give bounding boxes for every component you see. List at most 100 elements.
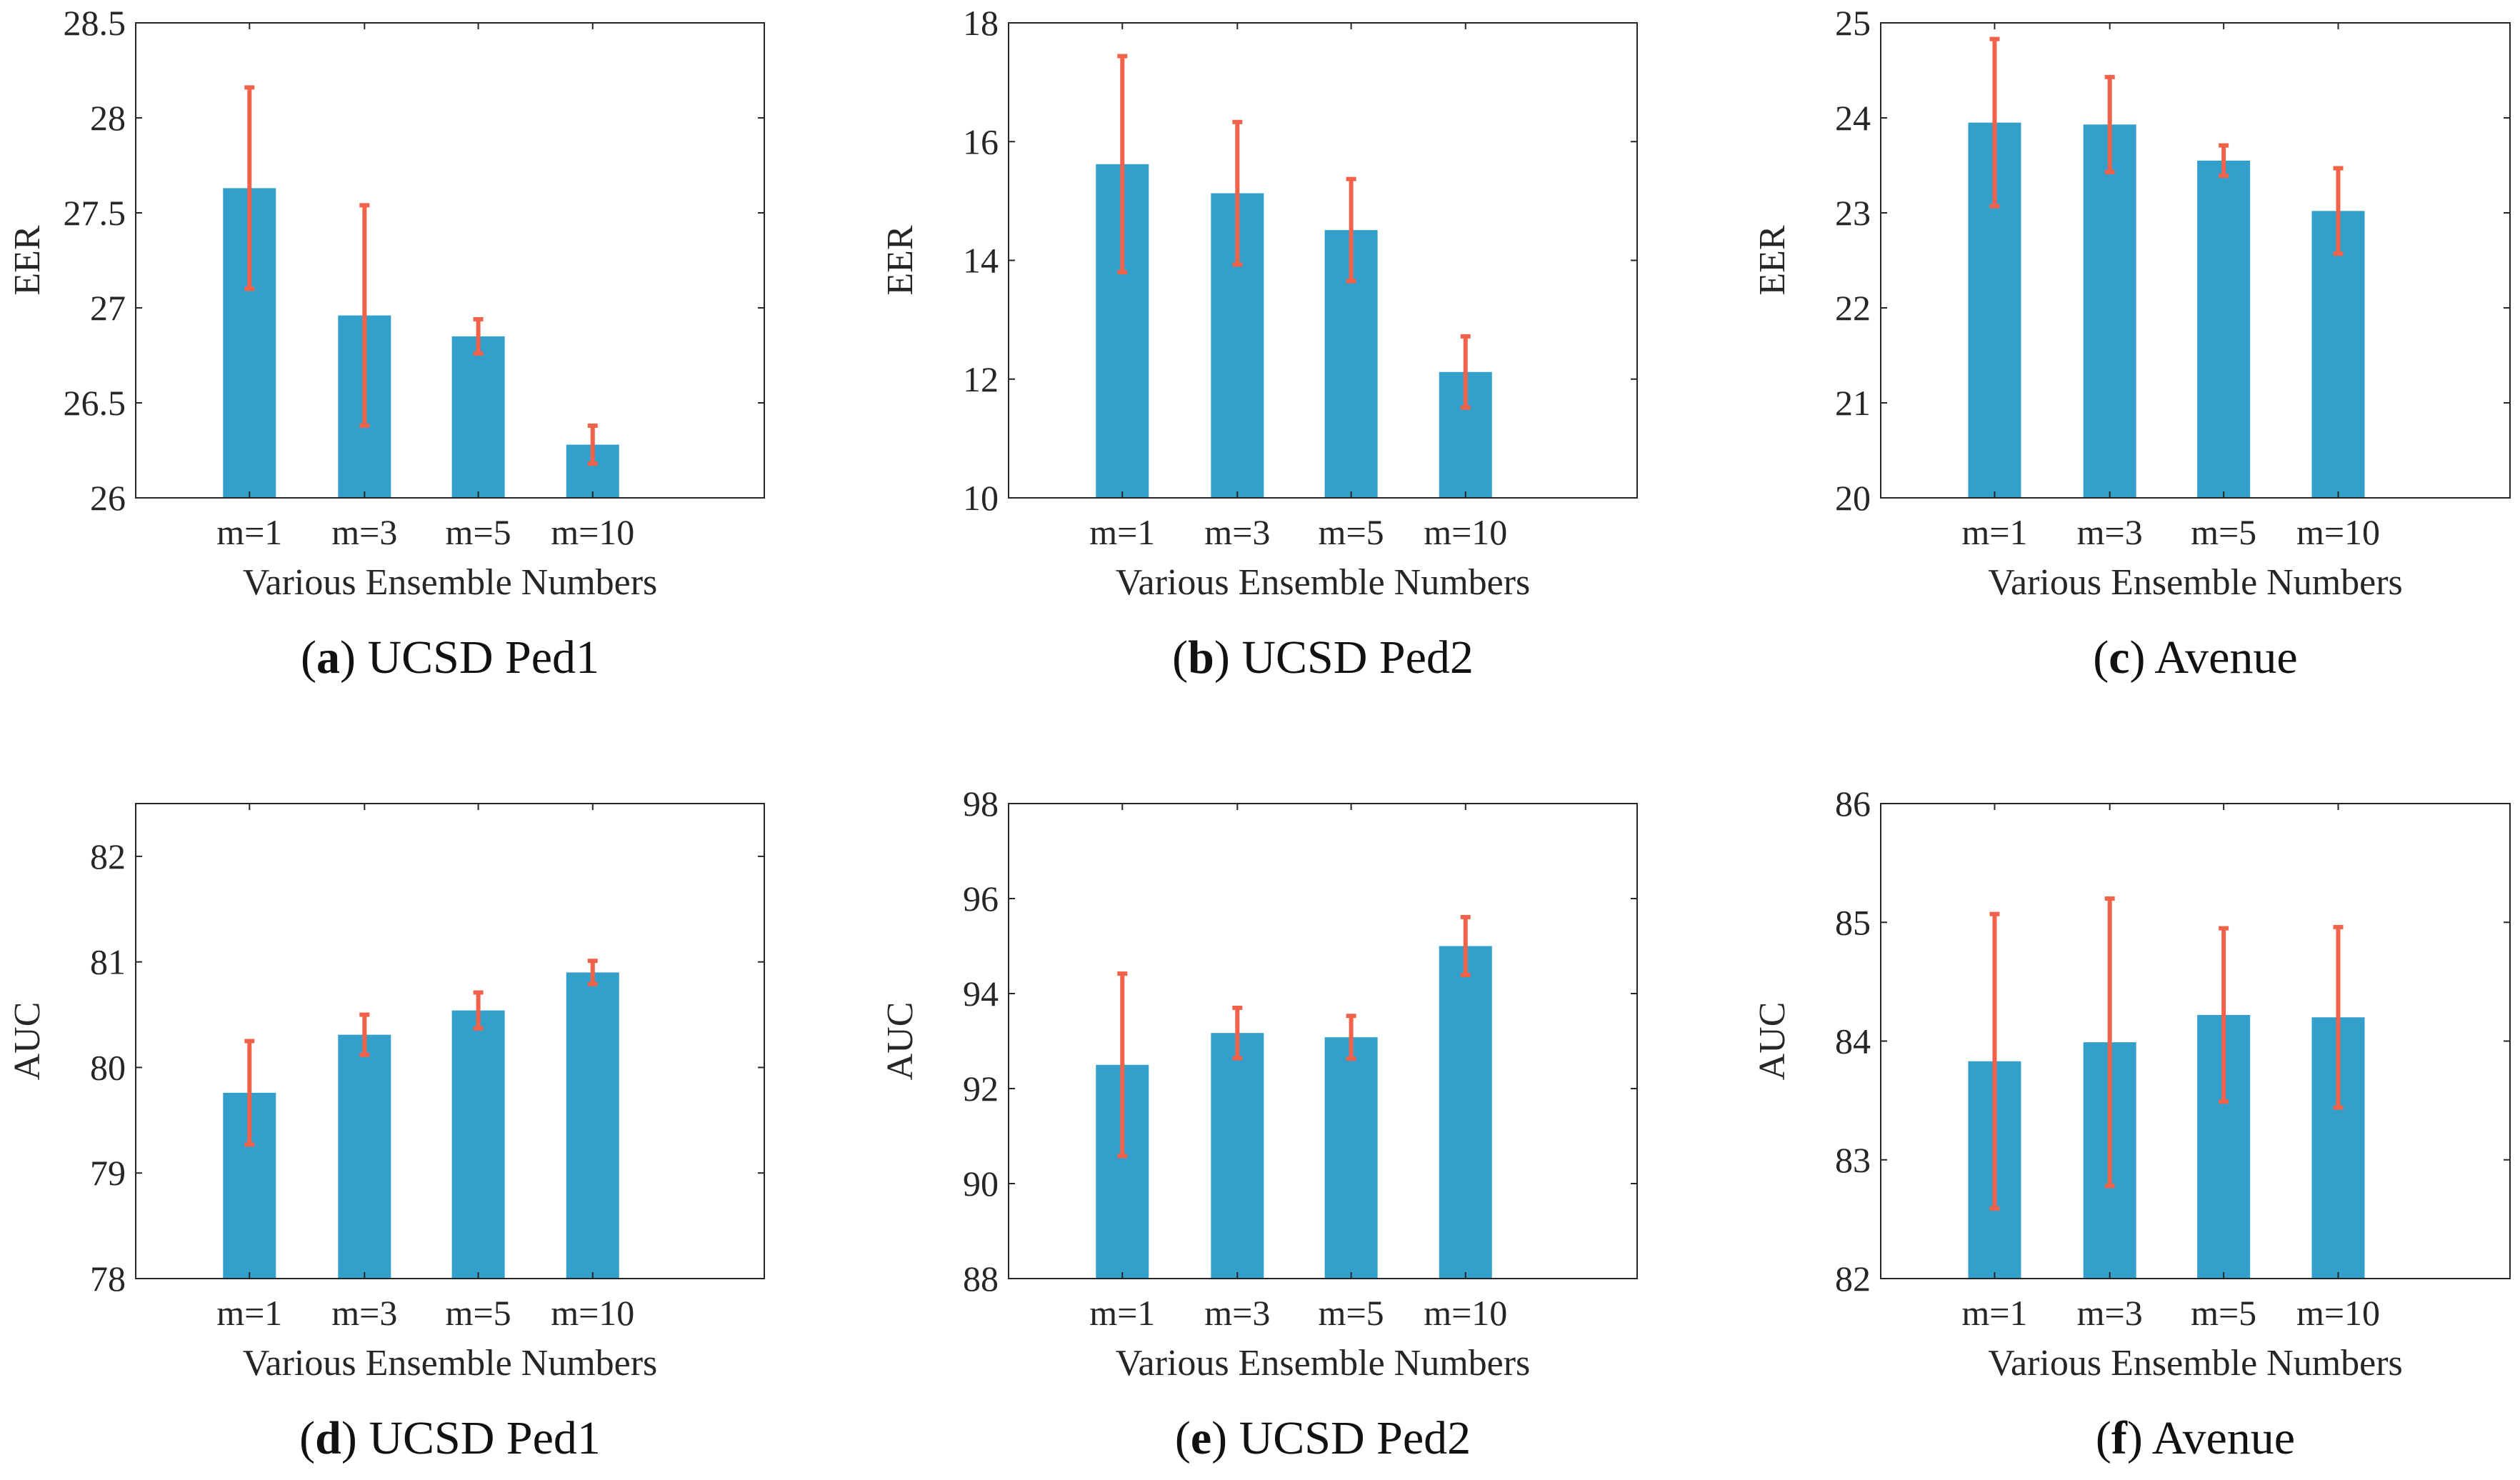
x-tick-label: m=1: [216, 512, 282, 552]
x-axis-label: Various Ensemble Numbers: [1116, 1343, 1531, 1384]
x-axis-label: Various Ensemble Numbers: [1988, 562, 2403, 603]
y-tick-label: 10: [963, 478, 999, 518]
y-tick-label: 20: [1835, 478, 1871, 518]
caption-title: Avenue: [2152, 1412, 2295, 1464]
bar-m=5: [1324, 1037, 1378, 1279]
panel-c: 20 21 22 23 24 25 m=1 m=3 m=5 m=10 Various Ensembl…: [1752, 3, 2511, 684]
x-tick-label: m=1: [1961, 512, 2027, 552]
caption-paren-close: ): [1214, 631, 1241, 684]
y-tick-label: 14: [963, 241, 999, 281]
y-tick-label: 21: [1835, 383, 1871, 423]
y-tick-label: 90: [963, 1164, 999, 1204]
y-tick-label: 96: [963, 879, 999, 919]
caption-letter: f: [2111, 1412, 2128, 1464]
y-tick-label: 83: [1835, 1140, 1871, 1180]
x-tick-label: m=5: [446, 1293, 511, 1333]
y-tick-label: 81: [90, 942, 126, 982]
y-tick-label: 78: [90, 1259, 126, 1299]
caption-paren-open: (: [299, 1412, 315, 1464]
x-tick-label: m=5: [2191, 512, 2256, 552]
x-tick-label: m=1: [216, 1293, 282, 1333]
y-tick-label: 27.5: [64, 193, 126, 233]
caption-paren-open: (: [1172, 631, 1188, 684]
x-tick-label: m=3: [1204, 1293, 1270, 1333]
caption-letter: a: [316, 631, 340, 684]
y-tick-label: 80: [90, 1047, 126, 1087]
x-tick-label: m=3: [1204, 512, 1270, 552]
x-tick-label: m=3: [331, 1293, 397, 1333]
x-tick-label: m=10: [2296, 1293, 2380, 1333]
y-tick-label: 26: [90, 478, 126, 518]
bar-m=5: [451, 336, 505, 498]
y-tick-label: 18: [963, 3, 999, 43]
y-tick-label: 98: [963, 784, 999, 824]
panel-b: 10 12 14 16 18 m=1 m=3 m=5 m=10 Various Ensemble …: [880, 3, 1638, 684]
caption-title: UCSD Ped2: [1241, 631, 1474, 684]
y-axis-label: EER: [1752, 225, 1793, 296]
panel-f: 82 83 84 85 86 m=1 m=3 m=5 m=10 Various Ensemble …: [1752, 784, 2511, 1464]
panel-e: 88 90 92 94 96 98 m=1 m=3 m=5 m=10 Various Ensembl…: [880, 784, 1638, 1464]
bar-m=5: [451, 1010, 505, 1279]
x-tick-label: m=5: [446, 512, 511, 552]
y-tick-label: 86: [1835, 784, 1871, 824]
y-axis-label: AUC: [880, 1002, 921, 1081]
y-tick-label: 85: [1835, 902, 1871, 942]
y-tick-label: 26.5: [64, 383, 126, 423]
y-tick-label: 79: [90, 1153, 126, 1193]
caption-paren-close: ): [340, 631, 367, 684]
plot-frame: [135, 803, 765, 1279]
y-tick-label: 27: [90, 288, 126, 328]
x-tick-label: m=3: [2077, 512, 2143, 552]
y-tick-label: 24: [1835, 98, 1871, 138]
x-tick-label: m=5: [1319, 1293, 1384, 1333]
x-tick-label: m=10: [1424, 1293, 1507, 1333]
y-tick-label: 28: [90, 98, 126, 138]
plot-frame: [1008, 803, 1638, 1279]
y-tick-label: 16: [963, 121, 999, 161]
caption-letter: d: [315, 1412, 341, 1464]
caption-title: UCSD Ped1: [367, 631, 599, 684]
caption-paren-open: (: [301, 631, 316, 684]
x-tick-label: m=10: [551, 1293, 634, 1333]
caption-paren-open: (: [1175, 1412, 1191, 1464]
caption-title: UCSD Ped2: [1239, 1412, 1471, 1464]
bar-m=10: [1439, 946, 1492, 1279]
bar-m=10: [2311, 211, 2365, 498]
y-tick-label: 23: [1835, 193, 1871, 233]
y-tick-label: 82: [1835, 1259, 1871, 1299]
y-tick-label: 25: [1835, 3, 1871, 43]
y-axis-label: AUC: [1752, 1002, 1793, 1081]
caption-title: Avenue: [2154, 631, 2297, 684]
bar-m=10: [566, 972, 619, 1279]
caption-letter: c: [2109, 631, 2129, 684]
x-tick-label: m=10: [2296, 512, 2380, 552]
panel-caption: (c) Avenue: [2093, 631, 2297, 684]
bar-m=5: [2197, 160, 2251, 498]
x-tick-label: m=10: [551, 512, 634, 552]
panel-caption: (a) UCSD Ped1: [301, 631, 599, 684]
x-tick-label: m=3: [331, 512, 397, 552]
x-axis-label: Various Ensemble Numbers: [243, 562, 658, 603]
y-tick-label: 12: [963, 359, 999, 399]
panel-d: 78 79 80 81 82 m=1 m=3 m=5 m=10 Various Ensemble …: [7, 803, 765, 1464]
x-tick-label: m=1: [1089, 1293, 1155, 1333]
y-tick-label: 28.5: [64, 3, 126, 43]
bar-m=3: [2083, 124, 2136, 498]
y-axis-label: EER: [880, 225, 921, 296]
y-tick-label: 88: [963, 1259, 999, 1299]
caption-paren-open: (: [2096, 1412, 2111, 1464]
panel-caption: (e) UCSD Ped2: [1175, 1412, 1471, 1464]
caption-paren-close: ): [2127, 1412, 2152, 1464]
y-axis-label: EER: [7, 225, 48, 296]
x-axis-label: Various Ensemble Numbers: [1988, 1343, 2403, 1384]
panel-caption: (f) Avenue: [2096, 1412, 2295, 1464]
caption-letter: b: [1188, 631, 1214, 684]
plot-frame: [1880, 22, 2511, 499]
y-tick-label: 94: [963, 974, 999, 1014]
x-tick-label: m=3: [2077, 1293, 2143, 1333]
x-tick-label: m=1: [1961, 1293, 2027, 1333]
x-tick-label: m=5: [2191, 1293, 2256, 1333]
x-tick-label: m=1: [1089, 512, 1155, 552]
x-tick-label: m=10: [1424, 512, 1507, 552]
